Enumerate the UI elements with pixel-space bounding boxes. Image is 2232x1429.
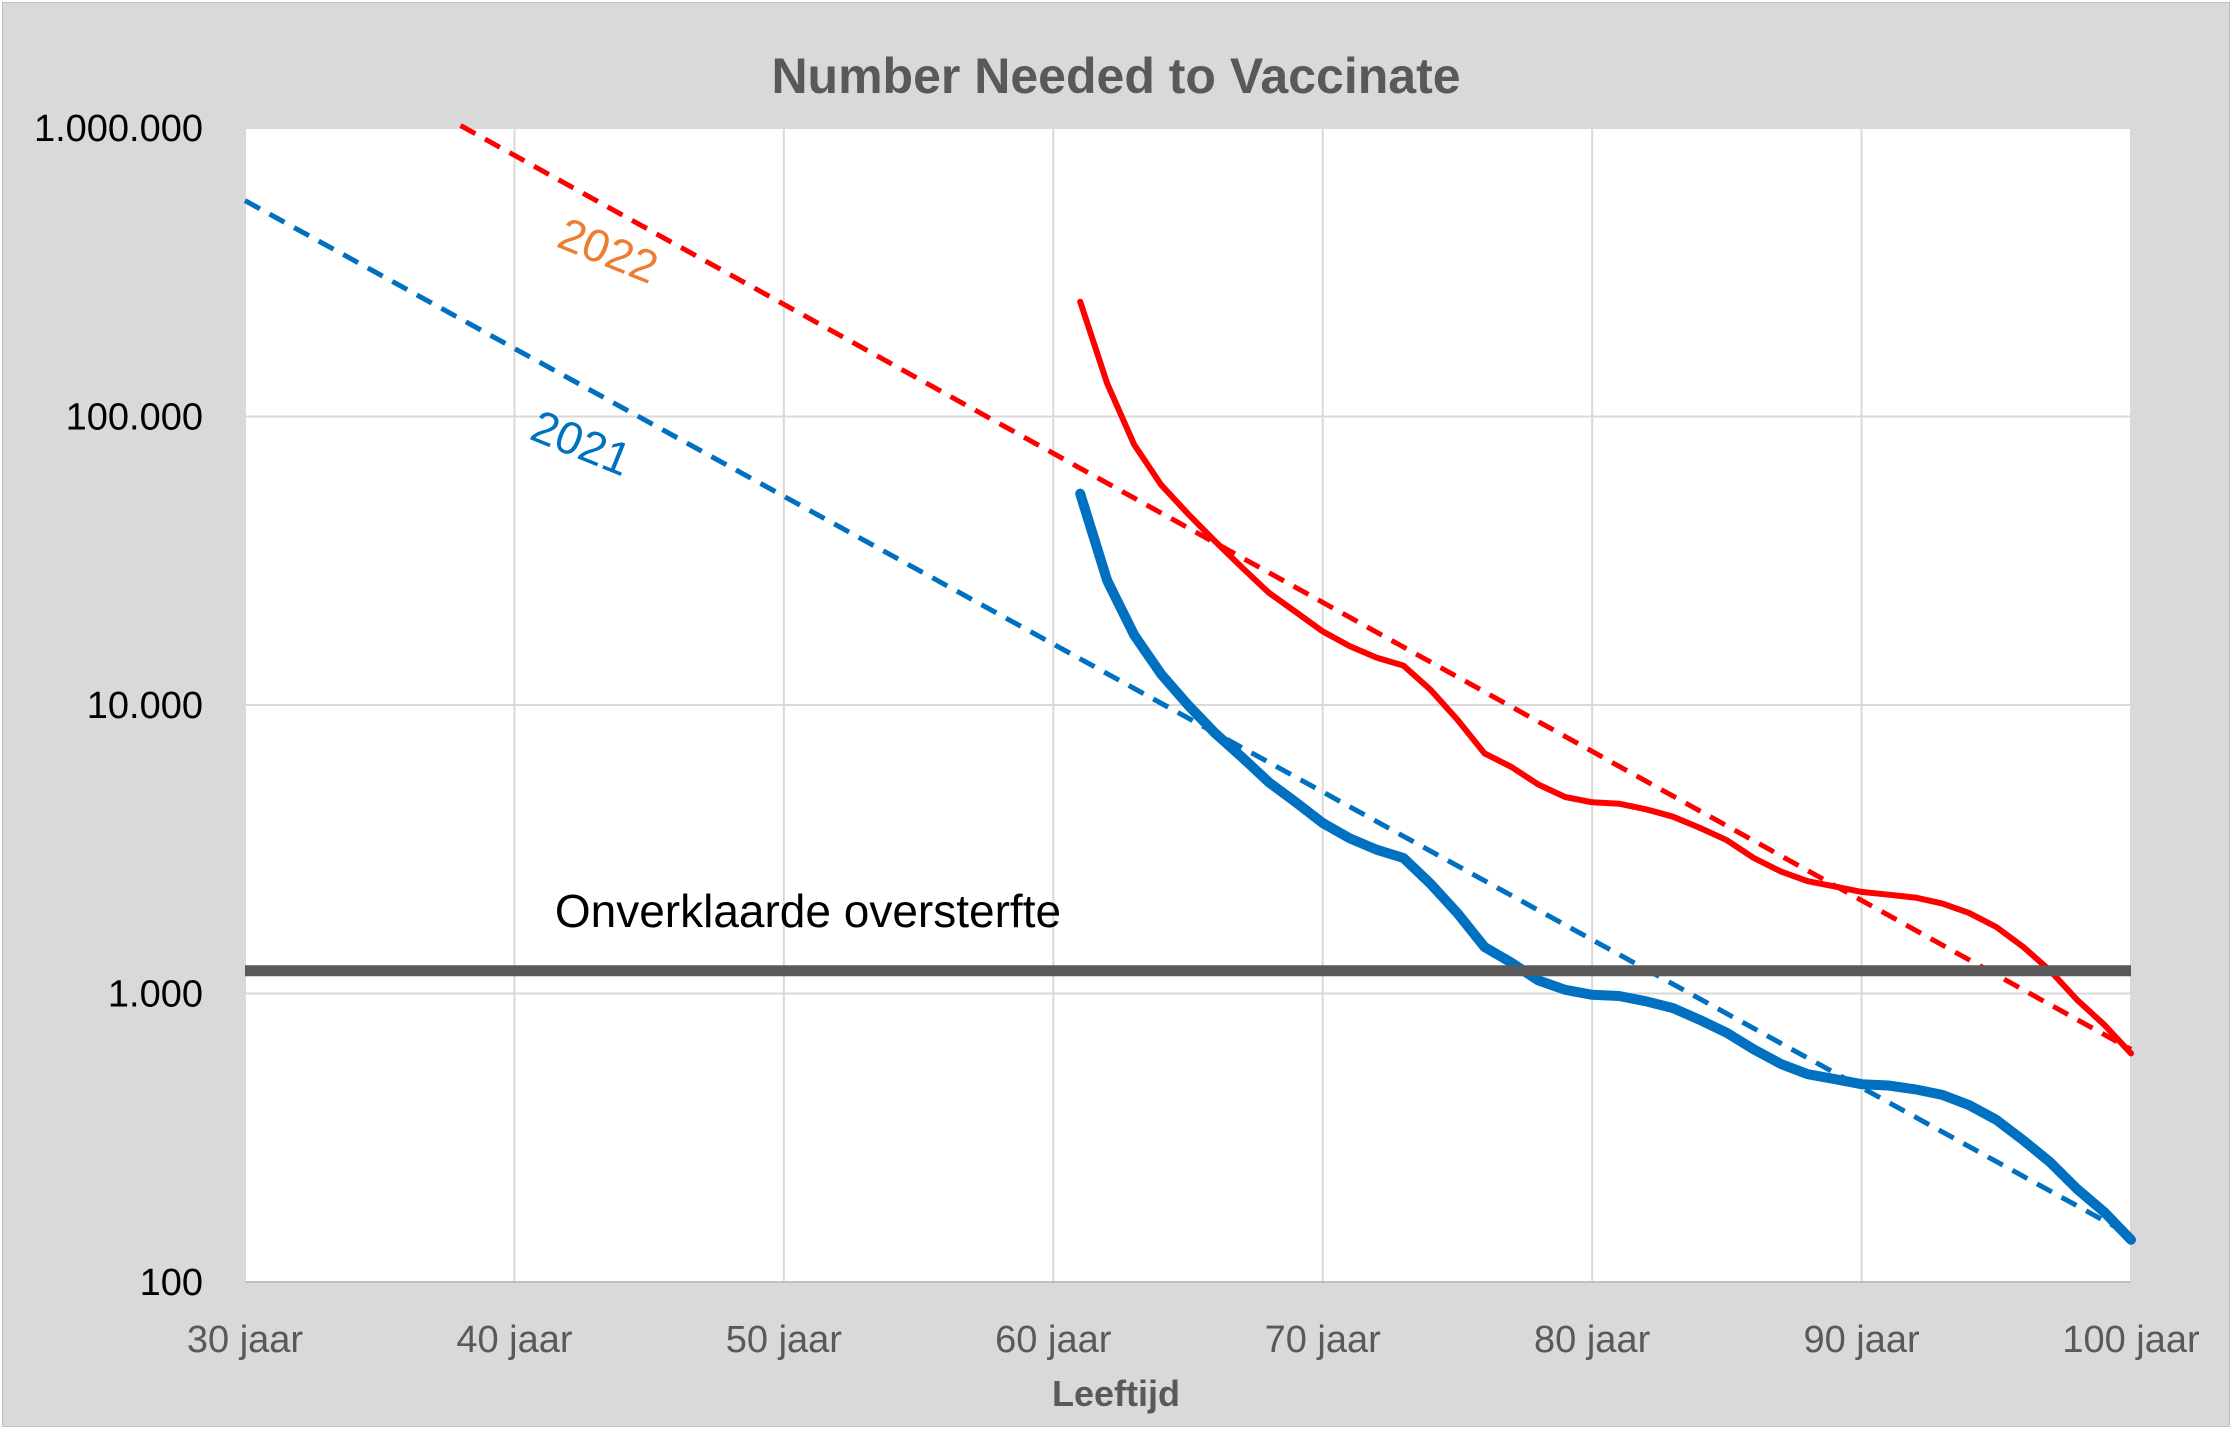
x-tick-label-80: 80 jaar bbox=[1534, 1319, 1651, 1361]
x-axis-title: Leeftijd bbox=[1052, 1373, 1180, 1414]
x-tick-label-90: 90 jaar bbox=[1803, 1319, 1920, 1361]
x-tick-label-50: 50 jaar bbox=[726, 1319, 843, 1361]
nnv-chart: Number Needed to Vaccinate Leeftijd 100 1… bbox=[34, 48, 2200, 1414]
x-tick-label-40: 40 jaar bbox=[456, 1319, 573, 1361]
series-line-2022-trend bbox=[459, 123, 2133, 1052]
y-tick-label-100000: 100.000 bbox=[66, 397, 203, 439]
y-tick-label-10000: 10.000 bbox=[87, 685, 203, 727]
y-tick-label-1000000: 1.000.000 bbox=[34, 108, 203, 150]
y-tick-label-1000: 1.000 bbox=[108, 974, 203, 1016]
series-line-2021 bbox=[1075, 488, 2136, 1245]
chart-title: Number Needed to Vaccinate bbox=[771, 48, 1460, 104]
x-tick-label-60: 60 jaar bbox=[995, 1319, 1112, 1361]
x-tick-label-70: 70 jaar bbox=[1265, 1319, 1382, 1361]
x-tick-label-30: 30 jaar bbox=[187, 1319, 304, 1361]
series-line-2022 bbox=[1077, 298, 2134, 1057]
x-tick-label-100: 100 jaar bbox=[2062, 1319, 2200, 1361]
y-tick-label-100: 100 bbox=[140, 1262, 203, 1304]
annotation-onverklaarde-oversterfte: Onverklaarde oversterfte bbox=[555, 885, 1061, 937]
series-line-2021-trend bbox=[243, 198, 2133, 1238]
